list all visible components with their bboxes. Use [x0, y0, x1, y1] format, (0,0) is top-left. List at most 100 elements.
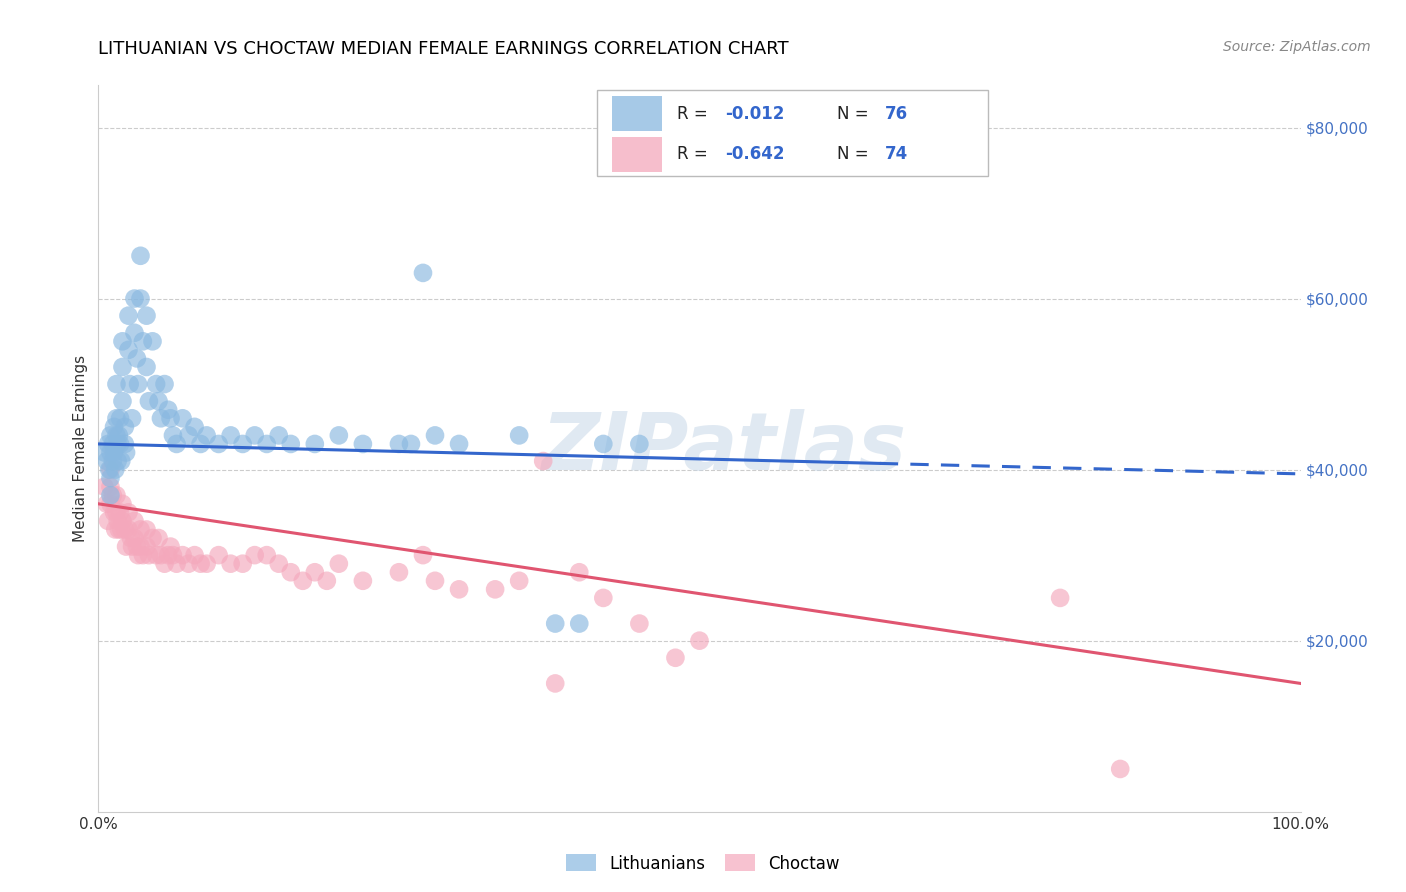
Point	[195, 557, 218, 571]
Text: 74: 74	[884, 145, 908, 163]
Point	[111, 497, 134, 511]
Point	[138, 548, 160, 562]
Legend: Lithuanians, Choctaw: Lithuanians, Choctaw	[560, 847, 846, 880]
Point	[105, 488, 128, 502]
Point	[108, 437, 131, 451]
Point	[103, 505, 125, 519]
Point	[628, 616, 651, 631]
Point	[1109, 762, 1132, 776]
Point	[125, 351, 148, 366]
Point	[108, 523, 131, 537]
Point	[149, 548, 172, 562]
Point	[97, 437, 120, 451]
Point	[115, 445, 138, 459]
Point	[166, 557, 188, 571]
Point	[388, 566, 411, 580]
Point	[183, 548, 205, 562]
Point	[162, 428, 184, 442]
Text: Source: ZipAtlas.com: Source: ZipAtlas.com	[1223, 40, 1371, 54]
Point	[352, 574, 374, 588]
Point	[267, 428, 290, 442]
Text: 76: 76	[884, 105, 908, 123]
Point	[219, 428, 242, 442]
Point	[111, 514, 134, 528]
Point	[96, 454, 118, 468]
Point	[399, 437, 422, 451]
Point	[162, 548, 184, 562]
Point	[121, 540, 143, 554]
Point	[107, 514, 129, 528]
Point	[592, 437, 614, 451]
Text: -0.642: -0.642	[724, 145, 785, 163]
Point	[100, 428, 122, 442]
Point	[118, 377, 141, 392]
Point	[232, 557, 254, 571]
Point	[100, 445, 122, 459]
Point	[689, 633, 711, 648]
Point	[157, 548, 180, 562]
Point	[243, 548, 266, 562]
Point	[280, 566, 302, 580]
Point	[129, 523, 152, 537]
Point	[141, 334, 163, 349]
Point	[568, 566, 591, 580]
Point	[124, 514, 146, 528]
Point	[135, 523, 157, 537]
Point	[132, 334, 155, 349]
Point	[110, 523, 132, 537]
Point	[190, 557, 212, 571]
Point	[177, 557, 200, 571]
Point	[141, 531, 163, 545]
Point	[103, 420, 125, 434]
Y-axis label: Median Female Earnings: Median Female Earnings	[73, 355, 89, 541]
Point	[208, 548, 231, 562]
Point	[177, 428, 200, 442]
Point	[124, 292, 146, 306]
Point	[328, 557, 350, 571]
Point	[145, 377, 167, 392]
Point	[111, 334, 134, 349]
Point	[243, 428, 266, 442]
Point	[108, 505, 131, 519]
Point	[124, 326, 146, 340]
Point	[127, 548, 149, 562]
Point	[129, 249, 152, 263]
Point	[232, 437, 254, 451]
Point	[291, 574, 314, 588]
Point	[97, 514, 120, 528]
Point	[135, 359, 157, 374]
Point	[172, 548, 194, 562]
Point	[388, 437, 411, 451]
Point	[110, 454, 132, 468]
FancyBboxPatch shape	[612, 136, 662, 171]
FancyBboxPatch shape	[598, 90, 988, 176]
Point	[280, 437, 302, 451]
Point	[148, 394, 170, 409]
FancyBboxPatch shape	[612, 96, 662, 131]
Text: -0.012: -0.012	[724, 105, 785, 123]
Point	[328, 428, 350, 442]
Point	[183, 420, 205, 434]
Point	[423, 428, 446, 442]
Text: N =: N =	[837, 105, 873, 123]
Point	[100, 488, 122, 502]
Point	[115, 540, 138, 554]
Point	[108, 428, 131, 442]
Point	[125, 540, 148, 554]
Point	[101, 488, 124, 502]
Point	[117, 309, 139, 323]
Point	[157, 402, 180, 417]
Point	[159, 411, 181, 425]
Point	[111, 359, 134, 374]
Point	[108, 411, 131, 425]
Point	[628, 437, 651, 451]
Text: R =: R =	[676, 105, 713, 123]
Point	[531, 454, 554, 468]
Point	[105, 505, 128, 519]
Point	[267, 557, 290, 571]
Point	[117, 343, 139, 357]
Point	[105, 377, 128, 392]
Point	[138, 394, 160, 409]
Point	[508, 574, 530, 588]
Point	[484, 582, 506, 597]
